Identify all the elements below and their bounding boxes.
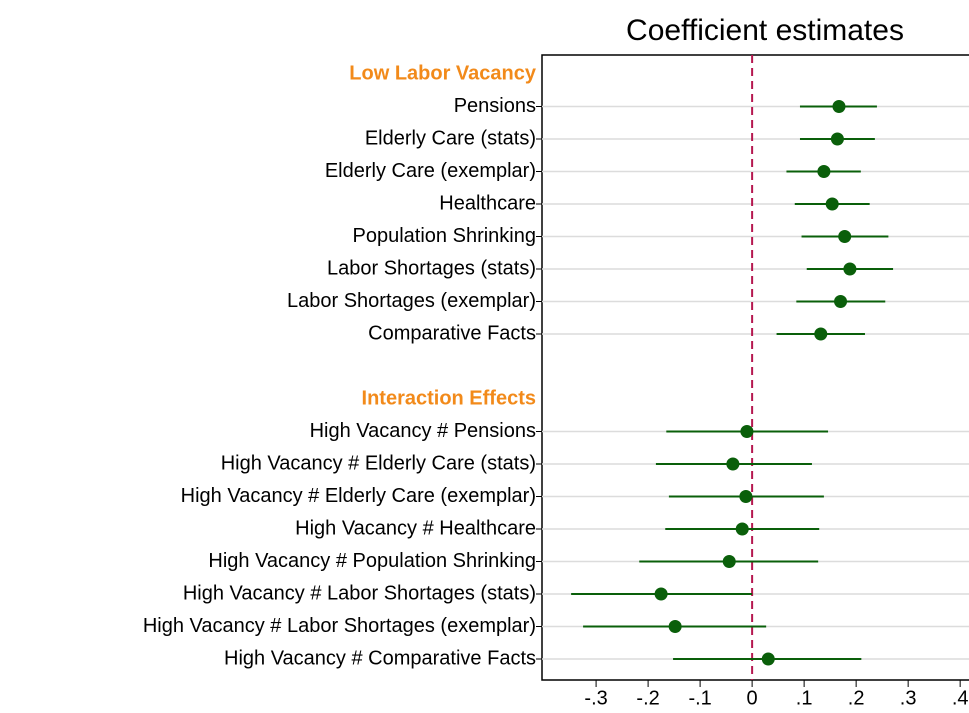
point-estimate: [838, 230, 852, 243]
y-tick-label: High Vacancy # Population Shrinking: [208, 550, 536, 572]
x-tick-label: .3: [900, 687, 917, 709]
chart-title: Coefficient estimates: [626, 14, 904, 47]
y-tick-label: Elderly Care (stats): [365, 127, 536, 149]
y-tick-label: High Vacancy # Labor Shortages (exemplar…: [143, 615, 536, 637]
y-tick-label: High Vacancy # Labor Shortages (stats): [183, 582, 536, 604]
x-tick-label: -.3: [584, 687, 607, 709]
point-estimate: [843, 262, 857, 276]
x-tick-label: -.2: [636, 687, 659, 709]
point-estimate: [817, 165, 831, 178]
plot-frame: [541, 54, 969, 681]
point-estimate: [735, 522, 749, 536]
y-tick-label: High Vacancy # Elderly Care (exemplar): [181, 485, 536, 507]
point-estimate: [834, 295, 848, 308]
point-estimate: [722, 555, 736, 568]
x-tick-label: 0: [747, 687, 758, 709]
x-tick-label: -.1: [688, 687, 711, 709]
y-tick-label: High Vacancy # Healthcare: [295, 517, 536, 539]
point-estimate: [761, 652, 775, 666]
y-tick-label: Population Shrinking: [353, 225, 536, 247]
group-header: Interaction Effects: [362, 387, 536, 409]
y-tick-label: Labor Shortages (stats): [327, 257, 536, 279]
y-tick-label: High Vacancy # Comparative Facts: [224, 647, 536, 669]
x-tick-label: .1: [796, 687, 813, 709]
y-tick-label: High Vacancy # Pensions: [310, 420, 536, 442]
point-estimate: [814, 327, 828, 341]
group-header: Low Labor Vacancy: [349, 62, 537, 84]
x-tick-label: .2: [848, 687, 865, 709]
y-tick-label: Labor Shortages (exemplar): [287, 290, 536, 312]
x-tick-label: .4: [952, 687, 969, 709]
point-estimate: [740, 425, 754, 438]
point-estimate: [654, 587, 668, 601]
point-estimate: [830, 132, 844, 146]
y-tick-label: Pensions: [454, 95, 536, 117]
y-tick-label: High Vacancy # Elderly Care (stats): [221, 452, 536, 474]
point-estimate: [832, 100, 846, 113]
y-tick-label: Comparative Facts: [368, 322, 536, 344]
point-estimate: [668, 620, 682, 633]
y-tick-label: Elderly Care (exemplar): [325, 160, 536, 182]
point-estimate: [739, 490, 753, 503]
point-estimate: [726, 457, 740, 471]
point-estimate: [825, 197, 839, 211]
y-tick-label: Healthcare: [439, 192, 536, 214]
